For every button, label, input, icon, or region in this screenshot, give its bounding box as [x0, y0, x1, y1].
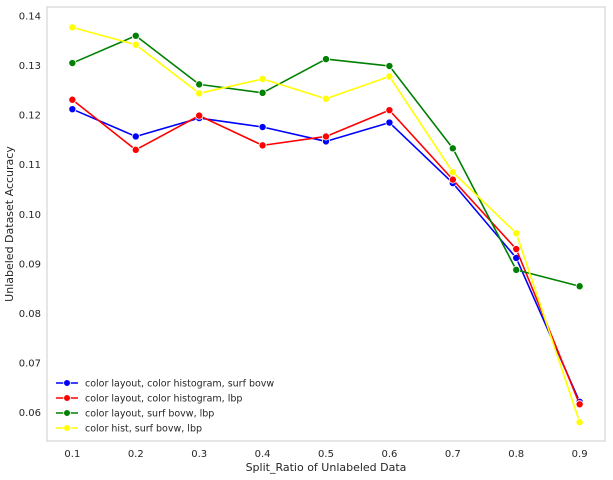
legend-marker	[63, 379, 71, 387]
data-point	[575, 400, 584, 409]
data-point	[68, 105, 77, 114]
data-point	[385, 118, 394, 127]
legend-marker	[63, 409, 71, 417]
data-point	[195, 80, 204, 89]
legend-label: color hist, surf bovw, lbp	[85, 424, 202, 435]
data-point	[512, 245, 521, 254]
y-axis-ticks: 0.06 0.07 0.08 0.09 0.10 0.11 0.12 0.13 0.14	[19, 11, 41, 419]
data-point	[321, 94, 330, 103]
legend-label: color layout, color histogram, surf bovw	[85, 379, 274, 390]
data-point	[131, 132, 140, 141]
data-point	[195, 111, 204, 120]
y-axis-label: Unlabeled Dataset Accuracy	[3, 146, 16, 302]
data-point	[575, 418, 584, 427]
data-point	[258, 74, 267, 83]
plot-area	[46, 6, 606, 442]
data-point	[448, 144, 457, 153]
data-point	[258, 141, 267, 150]
x-tick-label: 0.6	[381, 449, 397, 460]
data-point	[68, 59, 77, 68]
legend: color layout, color histogram, surf bovw…	[56, 379, 274, 435]
y-tick-label: 0.06	[19, 408, 41, 419]
y-tick-label: 0.08	[19, 309, 41, 320]
x-tick-label: 0.8	[508, 449, 524, 460]
y-tick-label: 0.13	[19, 61, 41, 72]
data-point	[68, 23, 77, 32]
y-tick-label: 0.07	[19, 359, 41, 370]
data-point	[385, 62, 394, 71]
x-tick-label: 0.5	[318, 449, 334, 460]
data-point	[131, 145, 140, 154]
x-tick-label: 0.3	[191, 449, 207, 460]
x-tick-label: 0.2	[128, 449, 144, 460]
data-point	[131, 31, 140, 40]
data-point	[195, 89, 204, 98]
data-point	[258, 123, 267, 132]
y-tick-label: 0.10	[19, 210, 41, 221]
data-point	[575, 282, 584, 291]
x-tick-label: 0.7	[445, 449, 461, 460]
y-tick-label: 0.14	[19, 11, 41, 22]
data-point	[68, 95, 77, 104]
legend-label: color layout, surf bovw, lbp	[85, 409, 214, 420]
y-tick-label: 0.11	[19, 160, 41, 171]
legend-marker	[63, 394, 71, 402]
data-point	[385, 72, 394, 81]
data-point	[512, 265, 521, 274]
data-point	[512, 229, 521, 238]
x-tick-label: 0.9	[572, 449, 588, 460]
data-point	[448, 168, 457, 177]
y-tick-label: 0.12	[19, 111, 41, 122]
data-point	[448, 175, 457, 184]
legend-marker	[63, 424, 71, 432]
data-point	[258, 88, 267, 97]
data-point	[321, 132, 330, 141]
x-axis-label: Split_Ratio of Unlabeled Data	[246, 461, 407, 474]
x-axis-ticks: 0.1 0.2 0.3 0.4 0.5 0.6 0.7 0.8 0.9	[64, 449, 587, 460]
data-point	[321, 55, 330, 64]
data-point	[385, 106, 394, 115]
data-point	[131, 40, 140, 49]
x-tick-label: 0.4	[255, 449, 271, 460]
x-tick-label: 0.1	[64, 449, 80, 460]
y-tick-label: 0.09	[19, 259, 41, 270]
series-layer	[68, 23, 584, 427]
legend-label: color layout, color histogram, lbp	[85, 394, 242, 405]
